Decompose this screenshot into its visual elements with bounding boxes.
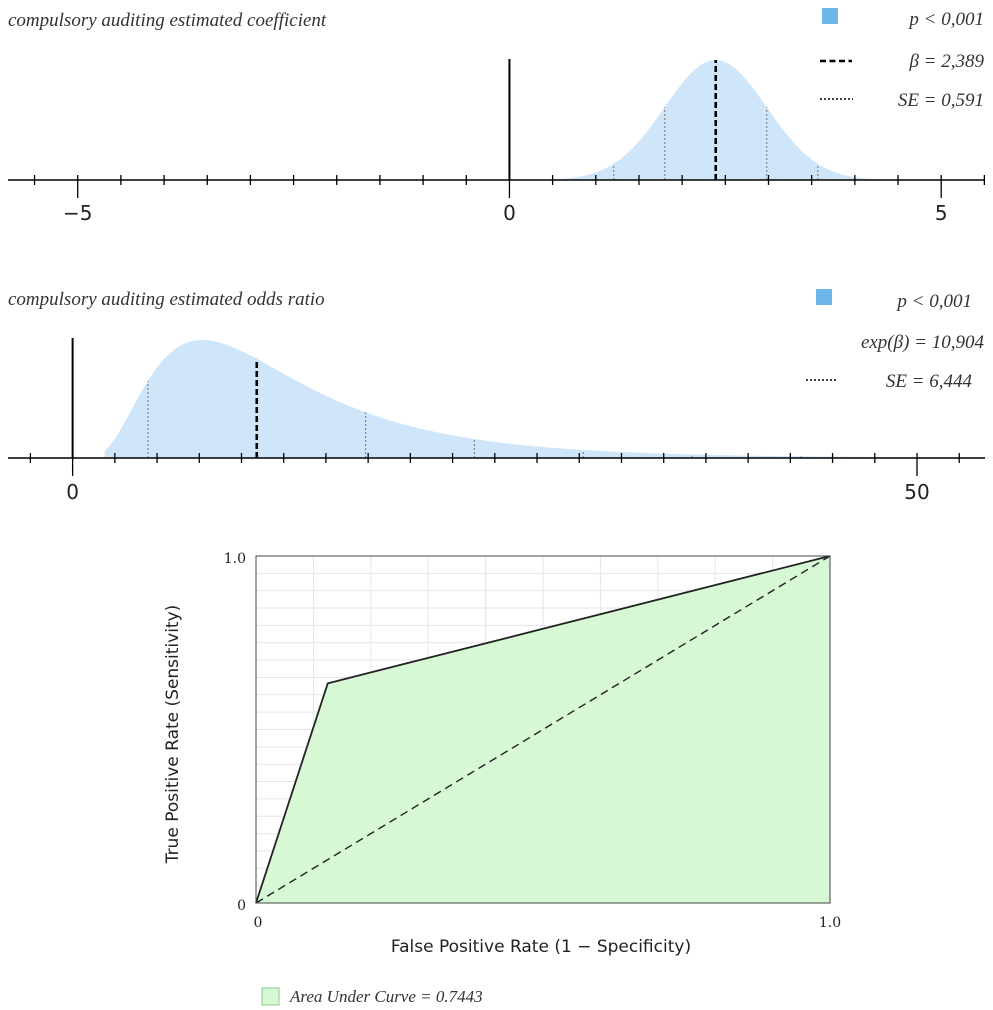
- legend-p-value: p < 0,001: [895, 291, 972, 312]
- legend-se: SE = 0,591: [898, 90, 984, 111]
- legend-se: SE = 6,444: [886, 371, 973, 392]
- roc-x-tick-label: 1.0: [819, 915, 841, 931]
- odds-ratio-tick-label: 50: [904, 480, 929, 504]
- odds-ratio-axis-ticks: [29, 453, 960, 476]
- roc-curve: [255, 555, 831, 904]
- coefficient-tick-label: 0: [503, 201, 516, 225]
- odds-ratio-panel: compulsory auditing estimated odds ratio…: [8, 289, 993, 504]
- roc-x-axis-label: False Positive Rate (1 − Specificity): [391, 937, 691, 957]
- roc-legend: Area Under Curve = 0.7443: [261, 987, 483, 1006]
- odds-ratio-title: compulsory auditing estimated odds ratio: [8, 289, 325, 310]
- legend-significance-swatch: [822, 8, 838, 24]
- odds-ratio-tick-label: 0: [66, 480, 79, 504]
- coefficient-title: compulsory auditing estimated coefficien…: [8, 10, 327, 31]
- coefficient-se-guides: [613, 107, 819, 180]
- legend-p-value: p < 0,001: [907, 9, 984, 30]
- coefficient-tick-label: −5: [63, 201, 92, 225]
- coefficient-axis-ticks: [33, 175, 986, 198]
- legend-auc-swatch: [261, 987, 280, 1006]
- roc-diagonal-reference: [255, 555, 831, 904]
- legend-significance-swatch: [816, 289, 832, 305]
- legend-exp-beta: exp(β) = 10,904: [861, 332, 985, 353]
- odds-ratio-legend: p < 0,001 exp(β) = 10,904 SE = 6,444: [806, 289, 984, 392]
- coefficient-panel: compulsory auditing estimated coefficien…: [8, 8, 986, 225]
- legend-beta: β = 2,389: [908, 51, 984, 72]
- legend-auc: Area Under Curve = 0.7443: [289, 987, 483, 1006]
- odds-ratio-density-area: [104, 340, 993, 458]
- roc-y-tick-label: 1.0: [224, 551, 246, 567]
- coefficient-legend: p < 0,001 β = 2,389 SE = 0,591: [820, 8, 984, 111]
- roc-y-tick-label: 0: [237, 898, 246, 914]
- roc-x-tick-label: 0: [254, 915, 263, 931]
- roc-panel: 1.0 0 0 1.0 False Positive Rate (1 − Spe…: [163, 551, 841, 1006]
- roc-plot-frame: [255, 555, 831, 904]
- coefficient-tick-label: 5: [935, 201, 948, 225]
- roc-y-axis-label: True Positive Rate (Sensitivity): [163, 605, 183, 865]
